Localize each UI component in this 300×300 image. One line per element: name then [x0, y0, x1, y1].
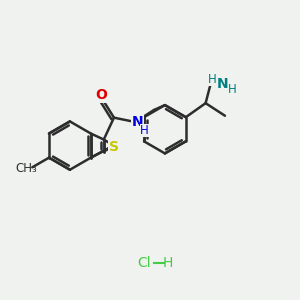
Text: N: N [132, 115, 143, 129]
Text: O: O [96, 88, 108, 102]
Text: Cl: Cl [137, 256, 151, 270]
Text: H: H [228, 82, 236, 96]
Text: S: S [109, 140, 119, 154]
Text: H: H [140, 124, 149, 137]
Text: H: H [208, 73, 217, 85]
Text: H: H [163, 256, 173, 270]
Text: CH₃: CH₃ [16, 161, 38, 175]
Text: N: N [216, 77, 228, 91]
